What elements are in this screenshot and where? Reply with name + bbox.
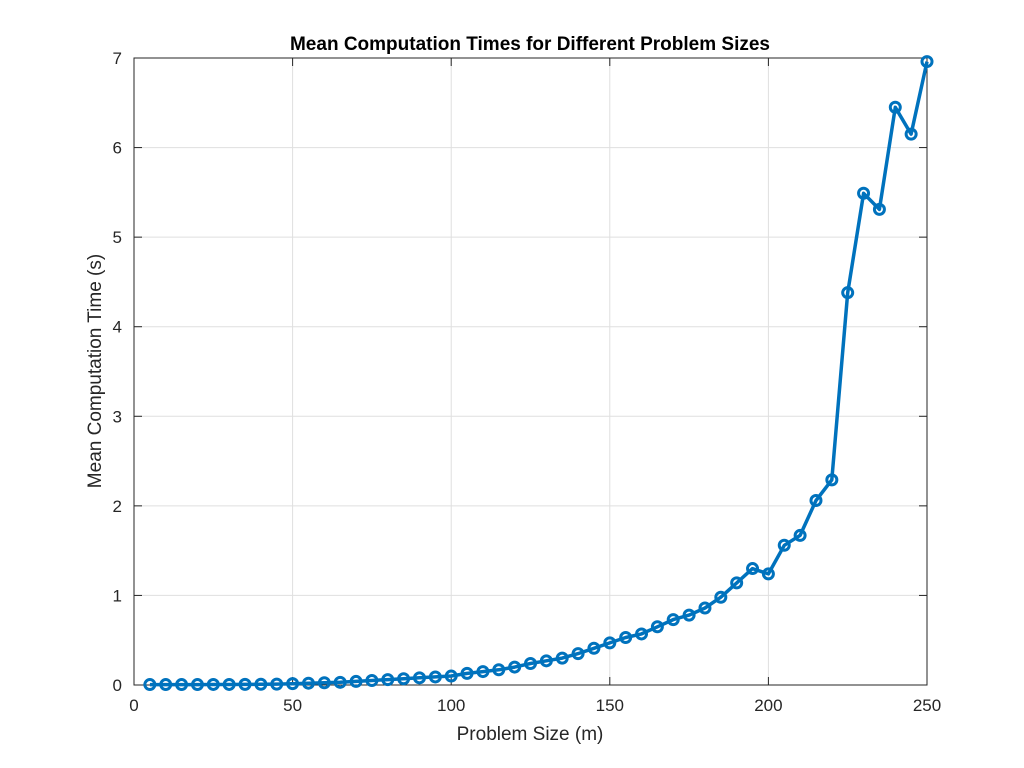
y-tick-label: 2 [113, 497, 122, 516]
tick-labels: 0 50 100 150 200 250 0 1 2 3 4 5 6 7 [113, 49, 942, 715]
data-point-marker [539, 654, 553, 668]
data-point-marker [476, 665, 490, 679]
data-point-marker [190, 678, 204, 692]
data-point-marker [730, 576, 744, 590]
data-point-marker [809, 493, 823, 507]
data-point-marker [301, 676, 315, 690]
y-tick-label: 1 [113, 586, 122, 605]
data-point-marker [619, 631, 633, 645]
data-point-marker [872, 202, 886, 216]
y-tick-label: 7 [113, 49, 122, 68]
y-tick-label: 5 [113, 228, 122, 247]
data-point-marker [286, 677, 300, 691]
data-point-marker [841, 286, 855, 300]
data-point-marker [333, 675, 347, 689]
data-point-marker [365, 674, 379, 688]
data-point-marker [666, 613, 680, 627]
data-point-marker [571, 647, 585, 661]
data-point-marker [175, 678, 189, 692]
series-line-group [143, 55, 934, 692]
data-point-marker [857, 186, 871, 200]
data-point-marker [397, 672, 411, 686]
data-point-marker [793, 528, 807, 542]
data-point-marker [381, 673, 395, 687]
data-point-marker [698, 601, 712, 615]
data-point-marker [777, 538, 791, 552]
data-point-marker [508, 660, 522, 674]
data-point-marker [761, 567, 775, 581]
data-point-marker [888, 100, 902, 114]
data-point-marker [412, 671, 426, 685]
x-tick-label: 250 [913, 696, 941, 715]
x-tick-label: 200 [754, 696, 782, 715]
data-point-marker [635, 627, 649, 641]
data-point-marker [650, 620, 664, 634]
axes-box [133, 57, 928, 686]
data-point-marker [587, 641, 601, 655]
data-point-marker [159, 678, 173, 692]
data-point-marker [206, 677, 220, 691]
data-point-marker [714, 590, 728, 604]
data-point-marker [904, 127, 918, 141]
data-point-marker [143, 678, 157, 692]
data-point-marker [682, 608, 696, 622]
data-point-marker [460, 666, 474, 680]
x-axis-label: Problem Size (m) [457, 724, 604, 745]
data-point-marker [524, 657, 537, 671]
data-point-marker [428, 670, 442, 684]
y-tick-label: 4 [113, 318, 122, 337]
data-point-marker [317, 676, 331, 690]
data-point-marker [222, 677, 236, 691]
y-tick-label: 6 [113, 139, 122, 158]
data-point-marker [492, 663, 506, 677]
x-tick-label: 100 [437, 696, 465, 715]
data-point-marker [270, 677, 284, 691]
series-line [149, 61, 929, 687]
data-point-marker [555, 651, 569, 665]
data-point-marker [254, 677, 268, 691]
data-point-marker [920, 55, 934, 69]
data-point-marker [746, 562, 760, 576]
y-tick-label: 3 [113, 407, 122, 426]
data-point-marker [825, 473, 839, 487]
y-tick-label: 0 [113, 676, 122, 695]
data-point-marker [444, 669, 458, 683]
chart-title: Mean Computation Times for Different Pro… [290, 34, 770, 55]
data-point-marker [349, 674, 363, 688]
tick-marks [133, 57, 928, 686]
data-point-marker [238, 677, 252, 691]
plot-area [134, 58, 927, 685]
x-tick-label: 150 [596, 696, 624, 715]
grid-lines [134, 58, 927, 685]
y-axis-label: Mean Computation Time (s) [85, 254, 106, 488]
x-tick-label: 50 [283, 696, 302, 715]
x-tick-label: 0 [129, 696, 138, 715]
data-point-marker [603, 636, 617, 650]
